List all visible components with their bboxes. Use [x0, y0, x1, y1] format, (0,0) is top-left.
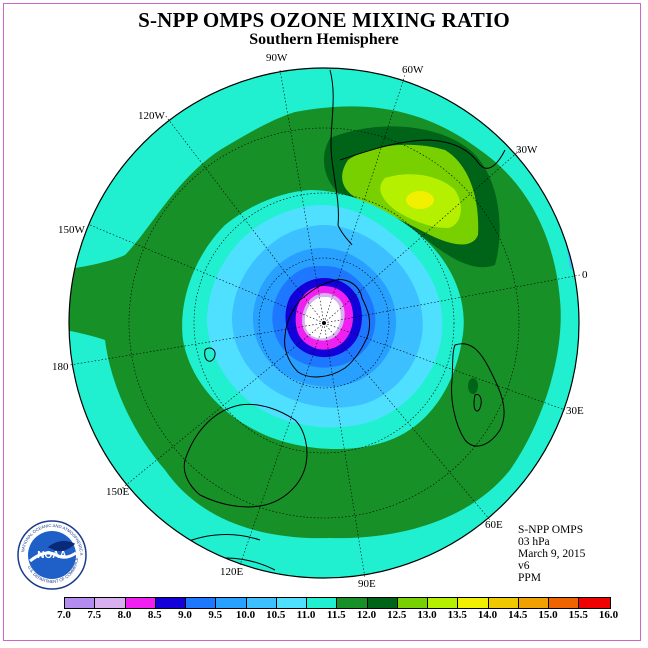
- colorbar-segment: [488, 598, 519, 608]
- colorbar-segment: [458, 598, 489, 608]
- colorbar-segment: [125, 598, 156, 608]
- colorbar-tick-label: 11.0: [296, 609, 316, 621]
- colorbar-segment: [246, 598, 277, 608]
- colorbar-tick-label: 12.5: [387, 609, 407, 621]
- colorbar-tick-label: 7.5: [87, 609, 102, 621]
- map-title: S-NPP OMPS OZONE MIXING RATIO: [138, 8, 510, 32]
- colorbar-segment: [549, 598, 580, 608]
- map-rim: [68, 67, 580, 579]
- coast-south-america: [329, 69, 506, 246]
- colorbar-tick-label: 14.0: [477, 609, 498, 621]
- colorbar: [64, 597, 611, 609]
- band-12-0-spot: [468, 378, 478, 394]
- figure-frame: [3, 3, 641, 641]
- colorbar-segment: [216, 598, 247, 608]
- colorbar-tick-label: 11.5: [326, 609, 346, 621]
- colorbar-segment: [186, 598, 217, 608]
- colorbar-tick-label: 14.5: [508, 609, 528, 621]
- colorbar-segment: [95, 598, 126, 608]
- coast-africa: [451, 343, 505, 447]
- colorbar-tick-label: 16.0: [598, 609, 619, 621]
- info-version: v6: [518, 560, 530, 572]
- lon-label-150w: 150W: [58, 224, 86, 236]
- colorbar-tick-label: 15.5: [568, 609, 588, 621]
- colorbar-tick-label: 8.5: [147, 609, 162, 621]
- south-pole-marker: [322, 321, 326, 325]
- lon-label-60e: 60E: [485, 519, 503, 531]
- info-level: 03 hPa: [518, 536, 550, 548]
- band-13-5: [406, 191, 434, 209]
- colorbar-tick-label: 10.0: [235, 609, 256, 621]
- colorbar-segment: [397, 598, 428, 608]
- colorbar-segment: [337, 598, 368, 608]
- lon-label-150e: 150E: [106, 486, 130, 498]
- colorbar-labels: 7.0 7.5 8.0 8.5 9.0 9.5 10.0 10.5 11.0 11.5 12.0 12…: [0, 609, 648, 623]
- lon-label-60w: 60W: [402, 64, 424, 76]
- coast-australia: [183, 403, 308, 508]
- colorbar-segment: [276, 598, 307, 608]
- graticule: [69, 69, 581, 579]
- colorbar-tick-label: 12.0: [356, 609, 377, 621]
- lon-label-120e: 120E: [220, 566, 244, 578]
- lon-label-0: 0: [582, 269, 588, 281]
- colorbar-segment: [428, 598, 459, 608]
- colorbar-segment: [367, 598, 398, 608]
- colorbar-tick-label: 10.5: [266, 609, 286, 621]
- colorbar-segment: [579, 598, 610, 608]
- colorbar-tick-label: 13.0: [417, 609, 437, 621]
- colorbar-segment: [155, 598, 186, 608]
- lon-label-30w: 30W: [516, 144, 538, 156]
- coast-antarctica: [284, 279, 371, 378]
- coast-madagascar: [473, 393, 482, 412]
- map-subtitle: Southern Hemisphere: [249, 31, 399, 48]
- lon-label-90e: 90E: [358, 578, 376, 590]
- colorbar-tick-label: 9.0: [178, 609, 192, 621]
- colorbar-segment: [65, 598, 96, 608]
- polar-no-data: [304, 297, 341, 339]
- lon-label-180: 180: [52, 361, 69, 373]
- colorbar-segment: [307, 598, 338, 608]
- info-units: PPM: [518, 572, 542, 584]
- colorbar-tick-label: 8.0: [117, 609, 132, 621]
- lon-label-120w: 120W: [138, 110, 166, 122]
- colorbar-segment: [518, 598, 549, 608]
- lon-label-30e: 30E: [566, 405, 584, 417]
- colorbar-tick-label: 15.0: [538, 609, 558, 621]
- ozone-field: [69, 68, 579, 578]
- lon-label-90w: 90W: [266, 52, 288, 64]
- logo-text: NOAA: [37, 550, 66, 561]
- info-date: March 9, 2015: [518, 548, 586, 560]
- noaa-logo: NOAA NATIONAL OCEANIC AND ATMOSPHERIC AD…: [16, 519, 87, 590]
- colorbar-tick-label: 13.5: [447, 609, 467, 621]
- coast-new-zealand: [204, 347, 216, 362]
- info-instrument: S-NPP OMPS: [518, 524, 584, 536]
- colorbar-tick-label: 9.5: [208, 609, 223, 621]
- colorbar-tick-label: 7.0: [57, 609, 71, 621]
- info-block: S-NPP OMPS 03 hPa March 9, 2015 v6 PPM: [518, 524, 585, 584]
